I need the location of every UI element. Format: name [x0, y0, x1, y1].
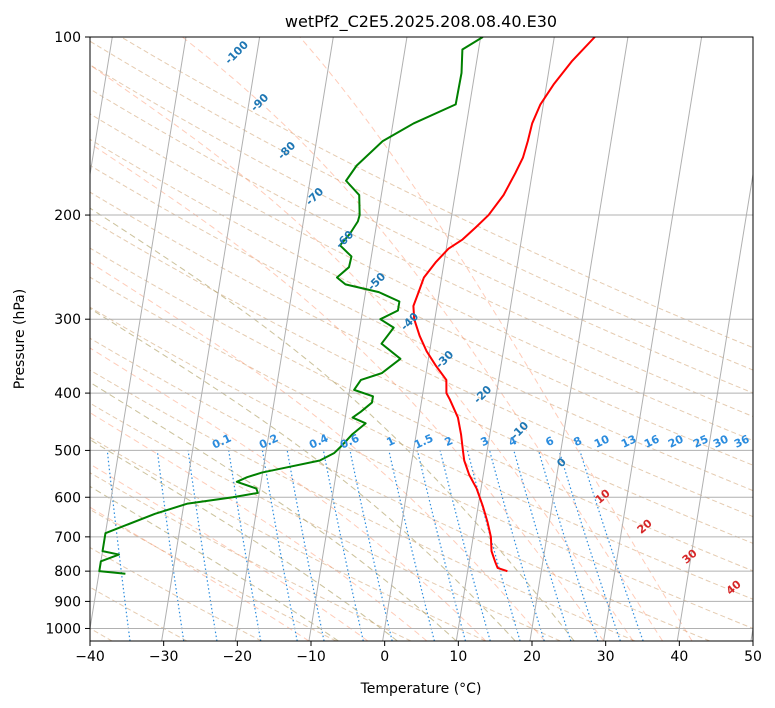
mixing-ratio-line — [537, 450, 599, 641]
y-axis-label: Pressure (hPa) — [12, 289, 28, 389]
moist-adiabat — [90, 463, 369, 641]
mixing-ratio-label: 25 — [691, 432, 710, 450]
moist-adiabat — [90, 261, 546, 641]
dry-adiabat — [90, 306, 753, 629]
mixing-ratio-label: 36 — [732, 432, 752, 450]
dry-adiabat — [90, 219, 753, 544]
moist-adiabat — [90, 142, 605, 641]
dry-adiabat — [90, 88, 753, 418]
moist-adiabat — [90, 64, 634, 641]
dry-adiabat — [90, 337, 710, 641]
moist-adiabat — [90, 207, 575, 641]
y-tick-label: 900 — [54, 594, 81, 610]
y-tick-label: 100 — [54, 30, 81, 46]
mixing-ratio-line — [489, 450, 545, 641]
isotherm-line — [90, 37, 113, 178]
isotherm-line — [529, 37, 629, 641]
moist-adiabat — [182, 37, 663, 641]
mixing-ratio-line — [439, 450, 491, 641]
x-tick-label: −30 — [149, 649, 179, 665]
dry-adiabat — [120, 37, 753, 349]
mixing-ratio-line — [286, 450, 325, 641]
moist-adiabat-alt — [90, 381, 457, 641]
moist-adiabat — [90, 347, 487, 641]
isotherm-line — [382, 37, 482, 641]
x-axis-label: Temperature (°C) — [360, 681, 482, 697]
sounding-profiles — [98, 37, 596, 575]
moist-adiabat-alt — [90, 439, 398, 641]
background-lines — [90, 37, 753, 641]
mixing-ratio-line — [513, 450, 572, 641]
isotherm-line — [455, 37, 555, 641]
dry-adiabat — [90, 40, 753, 371]
isotherm-line — [603, 37, 703, 641]
dry-adiabat — [90, 113, 753, 442]
mixing-ratio-line — [322, 450, 364, 641]
mixing-ratio-line — [156, 450, 185, 641]
x-tick-label: 0 — [380, 649, 389, 665]
mixing-ratio-line — [187, 450, 218, 641]
mixing-ratio-line — [349, 450, 393, 641]
plot-frame — [89, 36, 754, 642]
y-tick-label: 400 — [54, 386, 81, 402]
y-tick-label: 600 — [54, 490, 81, 506]
moist-adiabat — [90, 307, 516, 641]
y-tick-label: 200 — [54, 208, 81, 224]
dry-adiabat — [90, 276, 753, 600]
mixing-ratio-label: 16 — [642, 432, 662, 450]
x-tick-label: −10 — [296, 649, 326, 665]
moist-adiabat-alt — [90, 307, 516, 641]
x-tick-label: 20 — [523, 649, 541, 665]
mixing-ratio-line — [106, 450, 131, 641]
mixing-ratio-label: 13 — [619, 432, 638, 450]
moist-adiabat — [90, 381, 457, 641]
y-tick-label: 1000 — [45, 621, 81, 637]
mixing-ratio-line — [261, 450, 298, 641]
mixing-ratio-label: 20 — [666, 432, 686, 450]
mixing-ratio-line — [228, 450, 262, 641]
isotherm-line — [234, 37, 334, 641]
isotherm-line — [676, 171, 753, 641]
dry-adiabat — [90, 247, 753, 572]
x-tick-label: 10 — [449, 649, 467, 665]
y-tick-label: 700 — [54, 530, 81, 546]
moist-adiabat — [90, 439, 398, 641]
y-tick-label: 800 — [54, 564, 81, 580]
x-tick-label: −20 — [223, 649, 253, 665]
x-tick-label: 50 — [744, 649, 762, 665]
dewpoint-profile — [98, 37, 484, 575]
mixing-ratio-label: 10 — [592, 432, 612, 450]
moist-adiabat — [299, 37, 693, 641]
dry-adiabat — [90, 508, 337, 641]
isotherm-line — [161, 37, 261, 641]
chart-title: wetPf2_C2E5.2025.208.08.40.E30 — [285, 12, 557, 32]
mixing-ratio-line — [466, 450, 521, 641]
x-tick-label: −40 — [75, 649, 105, 665]
mixing-ratio-label: 30 — [711, 432, 731, 450]
mixing-ratio-line — [388, 450, 435, 641]
y-tick-label: 300 — [54, 312, 81, 328]
dry-adiabat — [90, 138, 753, 466]
moist-adiabat-alt — [90, 207, 575, 641]
x-tick-label: 30 — [597, 649, 615, 665]
x-tick-label: 40 — [670, 649, 688, 665]
temperature-profile — [412, 37, 596, 573]
mixing-ratio-line — [579, 450, 644, 641]
y-tick-label: 500 — [54, 443, 81, 459]
mixing-ratio-line — [558, 450, 621, 641]
axes-ticks: −40 −30 −20 −10 0 10 20 30 40 50 1000 900 800 700 600 5… — [45, 30, 762, 665]
mixing-ratio-line — [416, 450, 467, 641]
